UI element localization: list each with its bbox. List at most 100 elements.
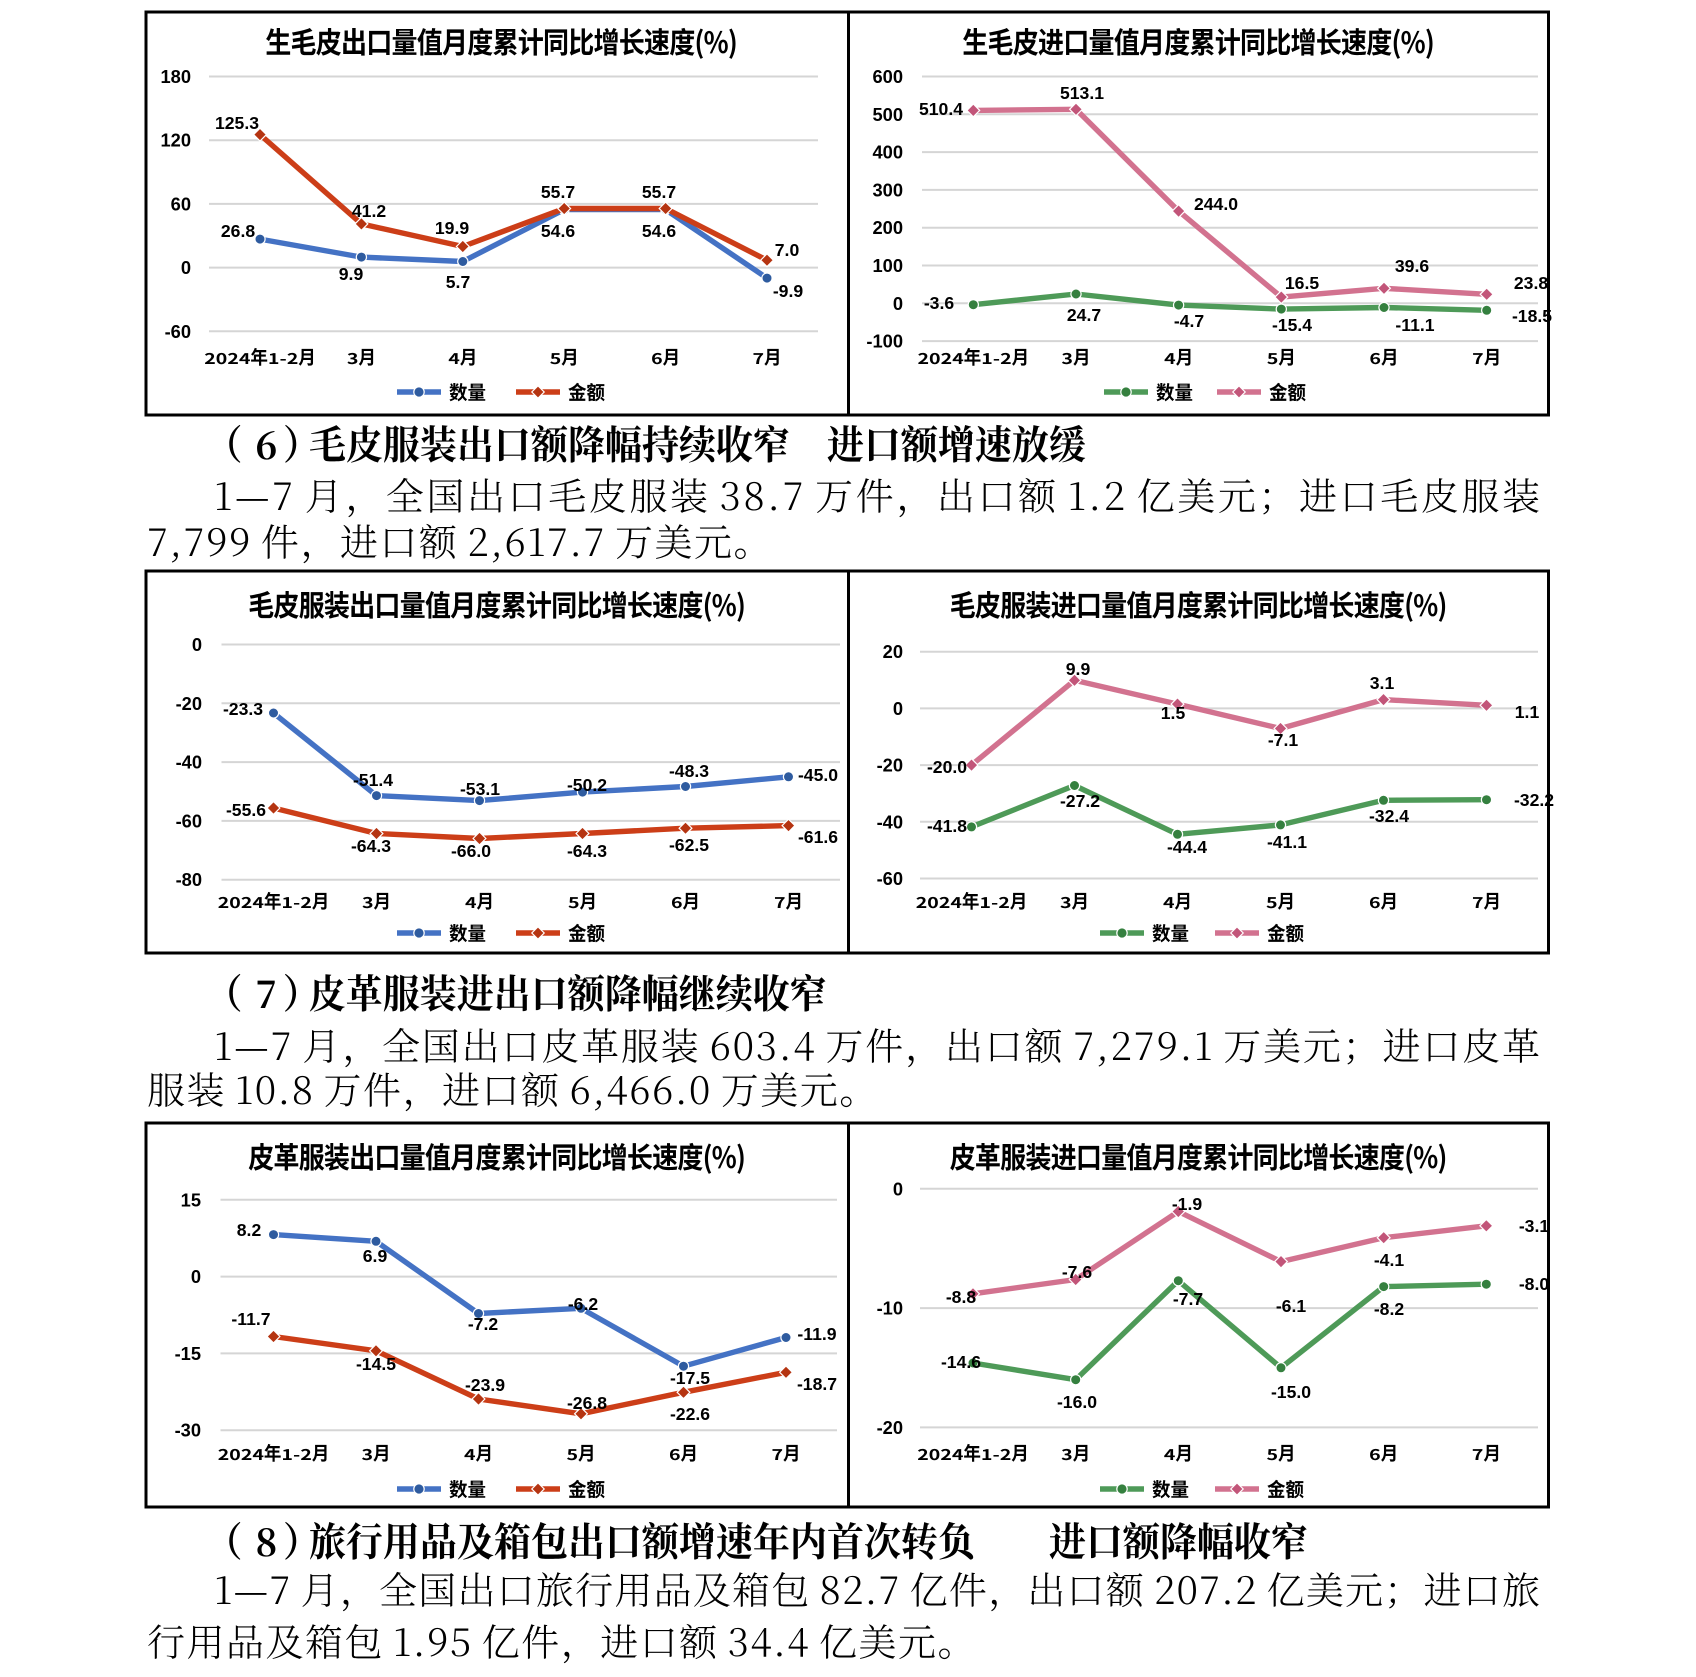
svg-text:1.1: 1.1 [1515, 702, 1540, 722]
svg-text:54.6: 54.6 [541, 221, 575, 241]
svg-text:-15.0: -15.0 [1271, 1382, 1311, 1402]
svg-text:-7.7: -7.7 [1173, 1289, 1204, 1309]
svg-text:-60: -60 [877, 868, 903, 889]
svg-text:-41.8: -41.8 [927, 816, 967, 836]
svg-text:6.9: 6.9 [363, 1246, 388, 1266]
svg-text:-45.0: -45.0 [798, 765, 838, 785]
svg-text:54.6: 54.6 [642, 221, 676, 241]
svg-text:-11.9: -11.9 [797, 1324, 836, 1344]
svg-text:-27.2: -27.2 [1060, 791, 1100, 811]
svg-text:513.1: 513.1 [1060, 83, 1104, 103]
svg-text:5.7: 5.7 [446, 272, 471, 292]
svg-text:-7.6: -7.6 [1062, 1262, 1093, 1282]
svg-text:-26.8: -26.8 [567, 1393, 607, 1413]
svg-text:-62.5: -62.5 [669, 835, 709, 855]
svg-text:-22.6: -22.6 [670, 1404, 710, 1424]
svg-text:200: 200 [872, 217, 903, 238]
svg-text:-66.0: -66.0 [451, 841, 491, 861]
svg-text:-18.7: -18.7 [797, 1374, 837, 1394]
svg-text:-48.3: -48.3 [669, 761, 709, 781]
svg-text:20: 20 [883, 641, 903, 662]
svg-text:-23.9: -23.9 [465, 1375, 505, 1395]
svg-text:-51.4: -51.4 [353, 770, 393, 790]
svg-text:-18.5: -18.5 [1512, 306, 1552, 326]
svg-text:-20: -20 [877, 1417, 903, 1438]
svg-text:180: 180 [160, 66, 191, 87]
svg-text:-3.1: -3.1 [1519, 1216, 1550, 1236]
svg-text:39.6: 39.6 [1395, 256, 1429, 276]
svg-text:100: 100 [872, 255, 903, 276]
svg-text:7.0: 7.0 [775, 240, 800, 260]
svg-text:-32.2: -32.2 [1514, 790, 1554, 810]
svg-text:-60: -60 [165, 321, 191, 342]
svg-text:-30: -30 [175, 1420, 201, 1441]
svg-text:41.2: 41.2 [352, 201, 386, 221]
svg-text:-8.8: -8.8 [946, 1287, 977, 1307]
svg-text:-50.2: -50.2 [567, 775, 607, 795]
svg-text:-32.4: -32.4 [1369, 806, 1409, 826]
svg-text:-20: -20 [877, 755, 903, 776]
svg-text:0: 0 [191, 1266, 201, 1287]
svg-text:500: 500 [872, 104, 903, 125]
svg-text:-40: -40 [877, 811, 903, 832]
svg-text:-40: -40 [176, 752, 202, 773]
svg-text:9.9: 9.9 [339, 264, 364, 284]
svg-text:-53.1: -53.1 [460, 779, 500, 799]
svg-text:24.7: 24.7 [1067, 305, 1101, 325]
svg-text:-20: -20 [176, 693, 202, 714]
svg-text:55.7: 55.7 [642, 182, 676, 202]
svg-text:-6.2: -6.2 [568, 1294, 599, 1314]
svg-text:-16.0: -16.0 [1057, 1392, 1097, 1412]
svg-text:0: 0 [893, 293, 903, 314]
svg-text:23.8: 23.8 [1514, 273, 1548, 293]
svg-text:-100: -100 [866, 331, 903, 352]
svg-text:-11.1: -11.1 [1395, 315, 1434, 335]
svg-text:26.8: 26.8 [221, 221, 255, 241]
svg-text:125.3: 125.3 [215, 113, 259, 133]
svg-text:60: 60 [171, 193, 191, 214]
svg-text:-10: -10 [877, 1298, 903, 1319]
svg-text:-17.5: -17.5 [670, 1368, 710, 1388]
svg-text:-11.7: -11.7 [231, 1309, 270, 1329]
svg-text:-20.0: -20.0 [927, 757, 967, 777]
svg-text:1.5: 1.5 [1161, 703, 1186, 723]
svg-text:55.7: 55.7 [541, 182, 575, 202]
svg-text:-64.3: -64.3 [567, 841, 607, 861]
svg-text:600: 600 [872, 66, 903, 87]
svg-text:-44.4: -44.4 [1167, 837, 1207, 857]
svg-text:-55.6: -55.6 [226, 800, 266, 820]
svg-text:244.0: 244.0 [1194, 194, 1238, 214]
svg-text:-61.6: -61.6 [798, 827, 838, 847]
svg-text:-15.4: -15.4 [1272, 315, 1312, 335]
svg-text:-60: -60 [176, 810, 202, 831]
svg-text:-1.9: -1.9 [1172, 1194, 1203, 1214]
svg-text:9.9: 9.9 [1066, 659, 1091, 679]
svg-text:-64.3: -64.3 [351, 836, 391, 856]
svg-text:-8.0: -8.0 [1519, 1274, 1550, 1294]
svg-text:19.9: 19.9 [435, 218, 469, 238]
svg-text:400: 400 [872, 142, 903, 163]
svg-text:0: 0 [192, 634, 202, 655]
svg-text:-14.6: -14.6 [941, 1352, 981, 1372]
svg-text:300: 300 [872, 179, 903, 200]
svg-text:-41.1: -41.1 [1267, 832, 1307, 852]
svg-text:0: 0 [893, 698, 903, 719]
svg-text:-14.5: -14.5 [356, 1354, 396, 1374]
svg-text:-4.7: -4.7 [1174, 311, 1205, 331]
svg-text:-15: -15 [175, 1343, 201, 1364]
svg-text:0: 0 [181, 257, 191, 278]
svg-text:3.1: 3.1 [1370, 673, 1395, 693]
svg-text:-7.1: -7.1 [1268, 730, 1299, 750]
svg-text:-7.2: -7.2 [468, 1314, 499, 1334]
svg-text:15: 15 [181, 1189, 201, 1210]
svg-text:120: 120 [160, 130, 191, 151]
svg-text:16.5: 16.5 [1285, 273, 1319, 293]
svg-text:-9.9: -9.9 [773, 281, 804, 301]
svg-text:-3.6: -3.6 [924, 293, 955, 313]
svg-text:-80: -80 [176, 869, 202, 890]
svg-text:-23.3: -23.3 [223, 699, 263, 719]
svg-text:-6.1: -6.1 [1276, 1296, 1307, 1316]
svg-text:-4.1: -4.1 [1374, 1250, 1405, 1270]
svg-text:8.2: 8.2 [237, 1220, 262, 1240]
svg-text:510.4: 510.4 [919, 99, 963, 119]
